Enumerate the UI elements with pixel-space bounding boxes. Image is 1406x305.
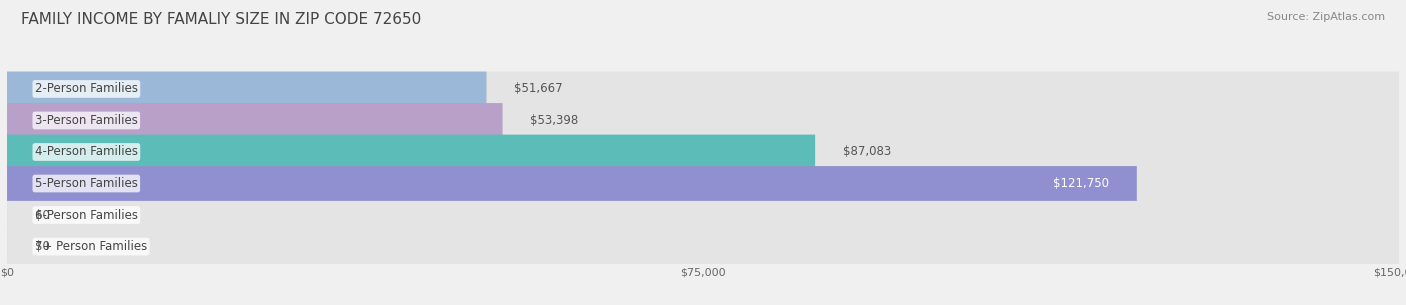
Text: $121,750: $121,750 [1053, 177, 1109, 190]
FancyBboxPatch shape [7, 166, 1399, 201]
FancyBboxPatch shape [7, 103, 502, 138]
Text: 6-Person Families: 6-Person Families [35, 209, 138, 221]
Text: 3-Person Families: 3-Person Families [35, 114, 138, 127]
Text: $51,667: $51,667 [515, 82, 562, 95]
Text: 5-Person Families: 5-Person Families [35, 177, 138, 190]
Text: $0: $0 [35, 209, 49, 221]
Text: $0: $0 [35, 240, 49, 253]
Text: Source: ZipAtlas.com: Source: ZipAtlas.com [1267, 12, 1385, 22]
Text: $53,398: $53,398 [530, 114, 579, 127]
FancyBboxPatch shape [7, 229, 1399, 264]
Text: 2-Person Families: 2-Person Families [35, 82, 138, 95]
FancyBboxPatch shape [7, 198, 1399, 232]
Text: 7+ Person Families: 7+ Person Families [35, 240, 148, 253]
FancyBboxPatch shape [7, 135, 815, 169]
FancyBboxPatch shape [7, 72, 1399, 106]
FancyBboxPatch shape [7, 135, 1399, 169]
FancyBboxPatch shape [7, 72, 486, 106]
FancyBboxPatch shape [7, 166, 1137, 201]
Text: FAMILY INCOME BY FAMALIY SIZE IN ZIP CODE 72650: FAMILY INCOME BY FAMALIY SIZE IN ZIP COD… [21, 12, 422, 27]
Text: 4-Person Families: 4-Person Families [35, 145, 138, 159]
Text: $87,083: $87,083 [844, 145, 891, 159]
FancyBboxPatch shape [7, 103, 1399, 138]
